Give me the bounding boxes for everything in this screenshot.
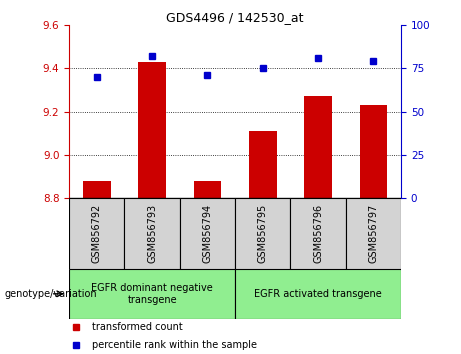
Text: GSM856795: GSM856795 [258, 204, 268, 263]
Text: transformed count: transformed count [92, 322, 183, 332]
Bar [194, 181, 221, 198]
Bar [180, 198, 235, 269]
Bar [360, 105, 387, 198]
Text: GSM856796: GSM856796 [313, 204, 323, 263]
Bar [138, 62, 166, 198]
Bar [290, 198, 346, 269]
Text: GSM856792: GSM856792 [92, 204, 102, 263]
Bar [124, 198, 180, 269]
Text: GSM856794: GSM856794 [202, 204, 213, 263]
Title: GDS4496 / 142530_at: GDS4496 / 142530_at [166, 11, 304, 24]
Text: EGFR dominant negative
transgene: EGFR dominant negative transgene [91, 283, 213, 305]
Bar [235, 269, 401, 319]
Text: GSM856793: GSM856793 [147, 204, 157, 263]
Bar [235, 198, 290, 269]
Text: genotype/variation: genotype/variation [5, 289, 97, 299]
Bar [83, 181, 111, 198]
Bar [304, 96, 332, 198]
Bar [249, 131, 277, 198]
Bar [69, 198, 124, 269]
Text: GSM856797: GSM856797 [368, 204, 378, 263]
Bar [69, 269, 235, 319]
Text: percentile rank within the sample: percentile rank within the sample [92, 340, 257, 350]
Text: EGFR activated transgene: EGFR activated transgene [254, 289, 382, 299]
Bar [346, 198, 401, 269]
